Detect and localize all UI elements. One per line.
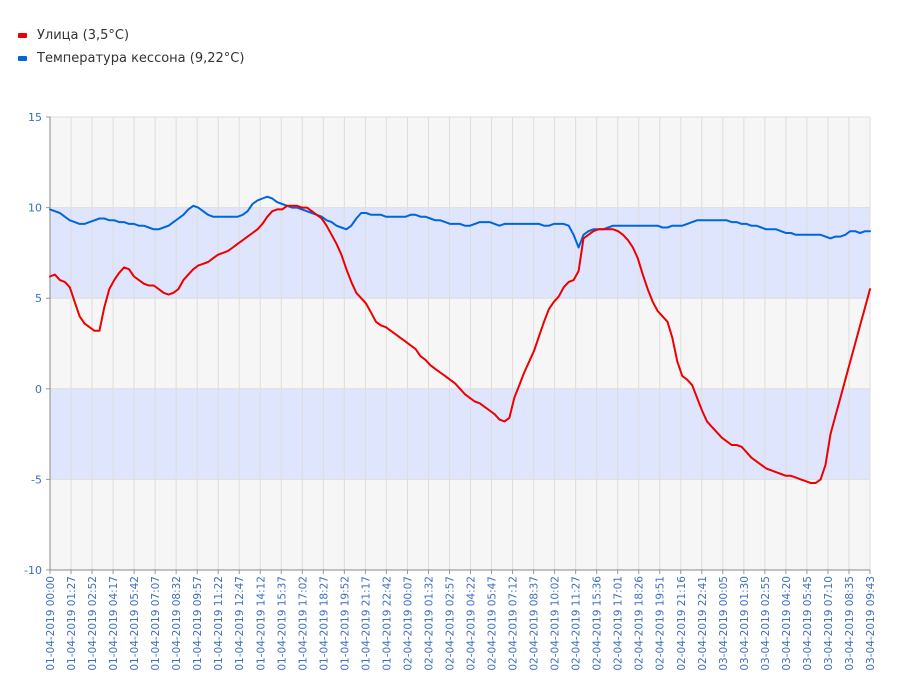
series-outdoor-line xyxy=(49,204,871,484)
x-tick-label: 01-04-2019 21:17 xyxy=(360,576,372,671)
x-tick-label: 01-04-2019 02:52 xyxy=(87,576,99,671)
x-tick-label: 01-04-2019 09:57 xyxy=(192,576,204,671)
x-tick-label: 02-04-2019 15:36 xyxy=(592,576,604,671)
x-tick-label: 03-04-2019 00:05 xyxy=(718,576,730,671)
x-tick-label: 03-04-2019 01:30 xyxy=(739,576,751,671)
x-tick-label: 02-04-2019 08:37 xyxy=(529,576,541,671)
x-tick-label: 03-04-2019 09:43 xyxy=(865,576,877,671)
x-tick-label: 02-04-2019 10:02 xyxy=(550,576,562,671)
x-tick-label: 03-04-2019 07:10 xyxy=(823,576,835,671)
x-tick-label: 01-04-2019 19:52 xyxy=(339,576,351,671)
x-tick-label: 01-04-2019 17:02 xyxy=(297,576,309,671)
x-tick-label: 02-04-2019 01:32 xyxy=(423,576,435,671)
x-tick-label: 02-04-2019 11:27 xyxy=(571,576,583,671)
x-tick-label: 01-04-2019 07:07 xyxy=(150,576,162,671)
legend-item-caisson[interactable]: Температура кессона (9,22°C) xyxy=(18,47,244,70)
series-caisson-line xyxy=(49,195,871,249)
x-tick-label: 01-04-2019 22:42 xyxy=(381,576,393,671)
x-tick-label: 03-04-2019 04:20 xyxy=(781,576,793,671)
legend-swatch-caisson xyxy=(18,56,27,61)
x-tick-label: 01-04-2019 12:47 xyxy=(234,576,246,671)
x-tick-label: 03-04-2019 05:45 xyxy=(802,576,814,671)
y-tick-label: 5 xyxy=(35,292,42,305)
x-tick-label: 01-04-2019 08:32 xyxy=(171,576,183,671)
x-tick-label: 01-04-2019 14:12 xyxy=(255,576,267,671)
x-tick-label: 02-04-2019 21:16 xyxy=(676,576,688,671)
y-tick-label: 0 xyxy=(35,383,42,396)
x-tick-label: 01-04-2019 18:27 xyxy=(318,576,330,671)
x-tick-label: 02-04-2019 05:47 xyxy=(487,576,499,671)
x-tick-label: 01-04-2019 05:42 xyxy=(129,576,141,671)
x-tick-label: 01-04-2019 04:17 xyxy=(108,576,120,671)
x-tick-label: 01-04-2019 00:00 xyxy=(45,576,57,671)
x-tick-label: 02-04-2019 07:12 xyxy=(508,576,520,671)
legend-item-outdoor[interactable]: Улица (3,5°C) xyxy=(18,24,244,47)
x-tick-label: 01-04-2019 15:37 xyxy=(276,576,288,671)
plot-band xyxy=(50,117,870,208)
legend: Улица (3,5°C) Температура кессона (9,22°… xyxy=(18,24,244,70)
x-tick-label: 03-04-2019 02:55 xyxy=(760,576,772,671)
plot-band xyxy=(50,207,870,299)
y-tick-label: -10 xyxy=(24,564,42,577)
x-tick-label: 02-04-2019 02:57 xyxy=(444,576,456,671)
x-tick-label: 02-04-2019 18:26 xyxy=(634,576,646,671)
legend-swatch-outdoor xyxy=(18,33,27,38)
x-tick-label: 02-04-2019 22:41 xyxy=(697,576,709,671)
y-tick-label: -5 xyxy=(31,473,42,486)
x-tick-label: 02-04-2019 17:01 xyxy=(613,576,625,671)
x-tick-label: 01-04-2019 01:27 xyxy=(66,576,78,671)
plot-band xyxy=(50,479,870,570)
y-tick-label: 10 xyxy=(28,202,42,215)
legend-label-outdoor: Улица (3,5°C) xyxy=(37,28,130,43)
x-tick-label: 02-04-2019 19:51 xyxy=(655,576,667,671)
legend-label-caisson: Температура кессона (9,22°C) xyxy=(37,51,245,66)
x-tick-label: 02-04-2019 00:07 xyxy=(402,576,414,671)
plot-band xyxy=(50,298,870,389)
y-tick-label: 15 xyxy=(28,111,42,124)
x-tick-label: 03-04-2019 08:35 xyxy=(844,576,856,671)
plot-band xyxy=(50,388,870,480)
x-tick-label: 01-04-2019 11:22 xyxy=(213,576,225,671)
x-tick-label: 02-04-2019 04:22 xyxy=(466,576,478,671)
